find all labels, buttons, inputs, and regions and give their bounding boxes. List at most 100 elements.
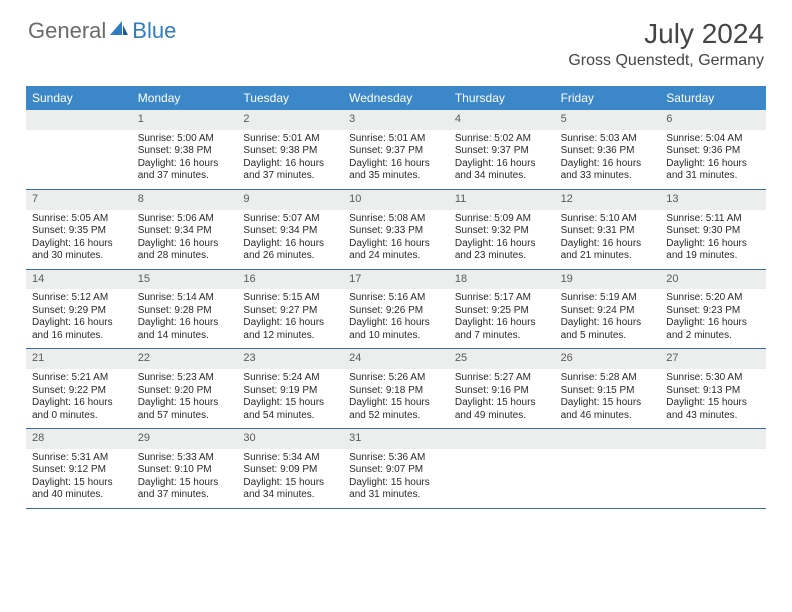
day-body: Sunrise: 5:06 AMSunset: 9:34 PMDaylight:… <box>132 210 238 269</box>
day-number: 12 <box>555 190 661 210</box>
day-body: Sunrise: 5:36 AMSunset: 9:07 PMDaylight:… <box>343 449 449 508</box>
sunset-text: Sunset: 9:10 PM <box>138 464 232 477</box>
day-body: Sunrise: 5:05 AMSunset: 9:35 PMDaylight:… <box>26 210 132 269</box>
sunset-text: Sunset: 9:13 PM <box>666 385 760 398</box>
day-body <box>26 130 132 139</box>
daylight-text: and 2 minutes. <box>666 330 760 343</box>
sunset-text: Sunset: 9:27 PM <box>243 305 337 318</box>
day-cell: 14Sunrise: 5:12 AMSunset: 9:29 PMDayligh… <box>26 270 132 349</box>
day-body: Sunrise: 5:23 AMSunset: 9:20 PMDaylight:… <box>132 369 238 428</box>
day-cell: 29Sunrise: 5:33 AMSunset: 9:10 PMDayligh… <box>132 429 238 508</box>
daylight-text: and 49 minutes. <box>455 410 549 423</box>
day-cell: 25Sunrise: 5:27 AMSunset: 9:16 PMDayligh… <box>449 349 555 428</box>
daylight-text: Daylight: 16 hours <box>561 158 655 171</box>
sunset-text: Sunset: 9:34 PM <box>138 225 232 238</box>
daylight-text: Daylight: 15 hours <box>666 397 760 410</box>
daylight-text: Daylight: 16 hours <box>349 238 443 251</box>
day-number: 23 <box>237 349 343 369</box>
sunrise-text: Sunrise: 5:23 AM <box>138 372 232 385</box>
daylight-text: and 37 minutes. <box>138 489 232 502</box>
sunrise-text: Sunrise: 5:17 AM <box>455 292 549 305</box>
day-cell: 20Sunrise: 5:20 AMSunset: 9:23 PMDayligh… <box>660 270 766 349</box>
daylight-text: and 12 minutes. <box>243 330 337 343</box>
sunrise-text: Sunrise: 5:24 AM <box>243 372 337 385</box>
sunrise-text: Sunrise: 5:14 AM <box>138 292 232 305</box>
sunset-text: Sunset: 9:30 PM <box>666 225 760 238</box>
sunset-text: Sunset: 9:26 PM <box>349 305 443 318</box>
weekday-header: Friday <box>555 86 661 110</box>
day-number: 25 <box>449 349 555 369</box>
day-cell: 7Sunrise: 5:05 AMSunset: 9:35 PMDaylight… <box>26 190 132 269</box>
day-number <box>660 429 766 449</box>
daylight-text: and 0 minutes. <box>32 410 126 423</box>
day-body: Sunrise: 5:04 AMSunset: 9:36 PMDaylight:… <box>660 130 766 189</box>
daylight-text: and 34 minutes. <box>455 170 549 183</box>
sunrise-text: Sunrise: 5:16 AM <box>349 292 443 305</box>
sunset-text: Sunset: 9:19 PM <box>243 385 337 398</box>
weekday-header: Thursday <box>449 86 555 110</box>
daylight-text: and 14 minutes. <box>138 330 232 343</box>
day-number: 27 <box>660 349 766 369</box>
sunset-text: Sunset: 9:37 PM <box>349 145 443 158</box>
daylight-text: Daylight: 15 hours <box>243 397 337 410</box>
daylight-text: and 54 minutes. <box>243 410 337 423</box>
day-cell: 26Sunrise: 5:28 AMSunset: 9:15 PMDayligh… <box>555 349 661 428</box>
sunrise-text: Sunrise: 5:01 AM <box>349 133 443 146</box>
calendar: Sunday Monday Tuesday Wednesday Thursday… <box>26 86 766 509</box>
sunset-text: Sunset: 9:18 PM <box>349 385 443 398</box>
day-body: Sunrise: 5:07 AMSunset: 9:34 PMDaylight:… <box>237 210 343 269</box>
daylight-text: Daylight: 16 hours <box>138 158 232 171</box>
daylight-text: Daylight: 15 hours <box>243 477 337 490</box>
sunset-text: Sunset: 9:35 PM <box>32 225 126 238</box>
sunset-text: Sunset: 9:25 PM <box>455 305 549 318</box>
sunset-text: Sunset: 9:16 PM <box>455 385 549 398</box>
day-number: 9 <box>237 190 343 210</box>
sunrise-text: Sunrise: 5:36 AM <box>349 452 443 465</box>
day-number <box>449 429 555 449</box>
day-number: 15 <box>132 270 238 290</box>
sunset-text: Sunset: 9:20 PM <box>138 385 232 398</box>
daylight-text: Daylight: 16 hours <box>455 238 549 251</box>
day-body: Sunrise: 5:02 AMSunset: 9:37 PMDaylight:… <box>449 130 555 189</box>
daylight-text: Daylight: 16 hours <box>666 158 760 171</box>
daylight-text: and 31 minutes. <box>666 170 760 183</box>
sunset-text: Sunset: 9:23 PM <box>666 305 760 318</box>
sunset-text: Sunset: 9:29 PM <box>32 305 126 318</box>
day-body: Sunrise: 5:19 AMSunset: 9:24 PMDaylight:… <box>555 289 661 348</box>
day-cell: 28Sunrise: 5:31 AMSunset: 9:12 PMDayligh… <box>26 429 132 508</box>
day-number: 26 <box>555 349 661 369</box>
day-body <box>660 449 766 458</box>
day-number <box>555 429 661 449</box>
sunrise-text: Sunrise: 5:01 AM <box>243 133 337 146</box>
sunset-text: Sunset: 9:31 PM <box>561 225 655 238</box>
logo-text-blue: Blue <box>132 18 176 44</box>
daylight-text: and 57 minutes. <box>138 410 232 423</box>
day-body: Sunrise: 5:14 AMSunset: 9:28 PMDaylight:… <box>132 289 238 348</box>
sunrise-text: Sunrise: 5:02 AM <box>455 133 549 146</box>
sunrise-text: Sunrise: 5:08 AM <box>349 213 443 226</box>
day-number: 21 <box>26 349 132 369</box>
day-cell: 3Sunrise: 5:01 AMSunset: 9:37 PMDaylight… <box>343 110 449 189</box>
day-body: Sunrise: 5:03 AMSunset: 9:36 PMDaylight:… <box>555 130 661 189</box>
daylight-text: and 33 minutes. <box>561 170 655 183</box>
day-body: Sunrise: 5:34 AMSunset: 9:09 PMDaylight:… <box>237 449 343 508</box>
day-cell <box>26 110 132 189</box>
sunrise-text: Sunrise: 5:33 AM <box>138 452 232 465</box>
daylight-text: Daylight: 16 hours <box>455 317 549 330</box>
weekday-header: Wednesday <box>343 86 449 110</box>
title-block: July 2024 Gross Quenstedt, Germany <box>568 18 764 70</box>
day-body: Sunrise: 5:20 AMSunset: 9:23 PMDaylight:… <box>660 289 766 348</box>
daylight-text: Daylight: 16 hours <box>243 238 337 251</box>
daylight-text: and 37 minutes. <box>138 170 232 183</box>
day-cell: 11Sunrise: 5:09 AMSunset: 9:32 PMDayligh… <box>449 190 555 269</box>
daylight-text: Daylight: 15 hours <box>32 477 126 490</box>
day-body: Sunrise: 5:01 AMSunset: 9:38 PMDaylight:… <box>237 130 343 189</box>
week-row: 28Sunrise: 5:31 AMSunset: 9:12 PMDayligh… <box>26 429 766 509</box>
day-number: 29 <box>132 429 238 449</box>
day-number: 13 <box>660 190 766 210</box>
day-body: Sunrise: 5:09 AMSunset: 9:32 PMDaylight:… <box>449 210 555 269</box>
sunset-text: Sunset: 9:38 PM <box>138 145 232 158</box>
sunset-text: Sunset: 9:36 PM <box>561 145 655 158</box>
daylight-text: Daylight: 16 hours <box>32 317 126 330</box>
sunrise-text: Sunrise: 5:31 AM <box>32 452 126 465</box>
